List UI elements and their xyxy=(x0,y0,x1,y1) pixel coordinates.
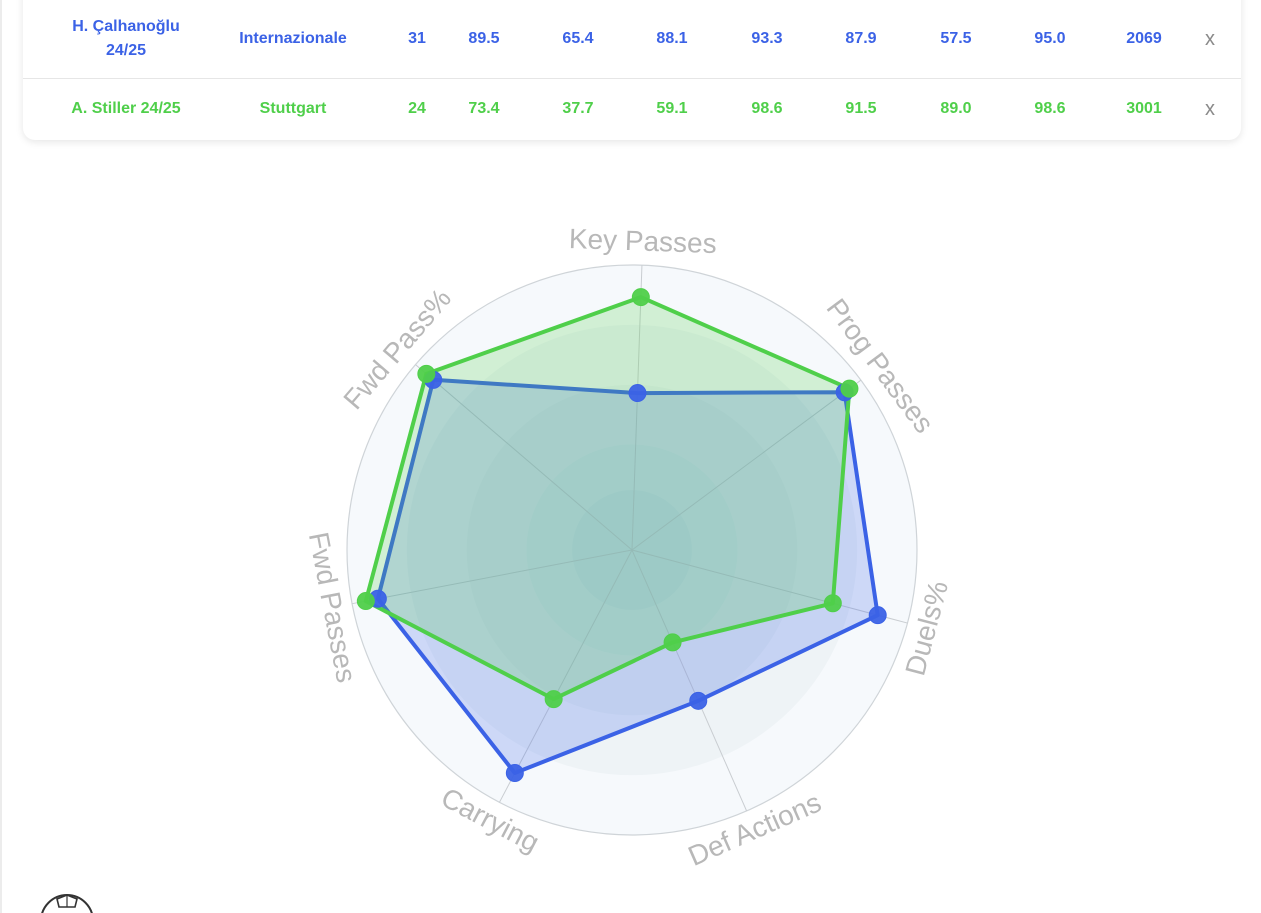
stat-value: 73.4 xyxy=(468,100,500,117)
player-name[interactable]: H. Çalhanoğlu 24/25 xyxy=(46,0,206,78)
player-name-line: H. Çalhanoğlu xyxy=(72,18,180,35)
stat-value: 24 xyxy=(408,100,426,117)
radar-spoke xyxy=(631,549,748,812)
table-row: A. Stiller 24/25 Stuttgart 24 73.4 37.7 … xyxy=(23,79,1241,139)
radar-data-point xyxy=(544,690,563,709)
radar-outer-ring xyxy=(346,264,918,836)
stat-value: 93.3 xyxy=(751,30,783,47)
radar-data-point xyxy=(823,594,842,613)
stat-value: 3001 xyxy=(1126,100,1162,117)
stat-value: 65.4 xyxy=(562,30,594,47)
radar-spoke xyxy=(415,364,633,551)
soccer-ball-icon xyxy=(41,894,93,913)
stat-value: 89.5 xyxy=(468,30,500,47)
player-name[interactable]: A. Stiller 24/25 xyxy=(71,100,181,117)
table-row: H. Çalhanoğlu 24/25 Internazionale 31 89… xyxy=(23,0,1241,79)
stat-value: 95.0 xyxy=(1034,30,1066,47)
stat-value: 59.1 xyxy=(656,100,688,117)
stat-value: 57.5 xyxy=(940,30,972,47)
radar-spoke xyxy=(499,549,633,803)
player-season: 24/25 xyxy=(105,42,147,59)
radar-spoke xyxy=(631,265,643,551)
page-left-border xyxy=(0,0,2,913)
radar-data-point xyxy=(631,288,650,307)
radar-data-point xyxy=(840,379,859,398)
remove-player-button[interactable]: x xyxy=(1205,97,1215,120)
radar-data-point xyxy=(689,691,708,710)
stat-value: 37.7 xyxy=(562,100,594,117)
radar-data-point xyxy=(356,592,375,611)
stat-value: 2069 xyxy=(1126,30,1162,47)
stat-value: 98.6 xyxy=(1034,100,1066,117)
stat-value: 89.0 xyxy=(940,100,972,117)
radar-axis-label: Key Passes xyxy=(568,223,717,259)
stat-value: 88.1 xyxy=(656,30,688,47)
radar-spoke xyxy=(631,379,862,551)
radar-data-point xyxy=(628,384,647,403)
radar-spoke xyxy=(631,549,908,624)
radar-spoke xyxy=(352,549,633,605)
comparison-table: H. Çalhanoğlu 24/25 Internazionale 31 89… xyxy=(23,0,1241,140)
radar-data-point xyxy=(505,764,524,783)
radar-data-point xyxy=(868,606,887,625)
radar-data-point xyxy=(417,364,436,383)
radar-series-area xyxy=(363,295,852,702)
remove-player-button[interactable]: x xyxy=(1205,27,1215,50)
stat-value: 87.9 xyxy=(845,30,877,47)
stat-value: 31 xyxy=(408,30,426,47)
stat-value: 91.5 xyxy=(845,100,877,117)
stat-value: 98.6 xyxy=(751,100,783,117)
radar-data-point xyxy=(663,633,682,652)
